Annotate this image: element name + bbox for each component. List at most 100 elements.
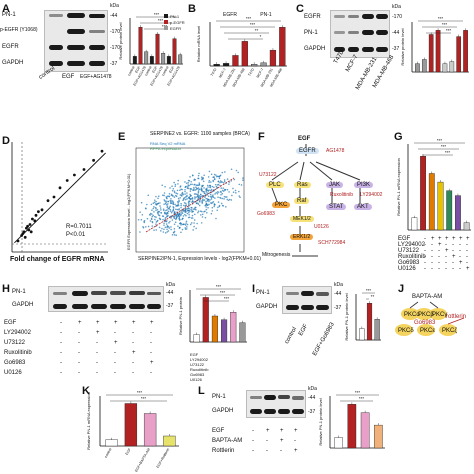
data-point <box>204 204 206 207</box>
data-point <box>58 186 62 190</box>
treatment-mark: - <box>150 370 152 376</box>
bar <box>334 437 343 449</box>
data-point <box>196 222 198 225</box>
data-point <box>167 214 169 217</box>
treat-label: Go6983 <box>398 260 420 266</box>
data-point <box>213 205 216 208</box>
data-point <box>219 197 222 199</box>
data-point <box>189 183 192 186</box>
data-point <box>213 173 216 176</box>
data-point <box>216 192 219 195</box>
data-point <box>201 216 204 218</box>
data-point <box>164 217 167 219</box>
data-point <box>169 205 171 208</box>
treatment-mark: - <box>459 254 461 260</box>
data-point <box>150 218 153 221</box>
band <box>110 304 126 309</box>
bar <box>463 30 468 73</box>
treatment-mark: + <box>78 320 82 326</box>
bar <box>279 27 286 67</box>
treatment-mark: + <box>466 236 470 242</box>
data-point <box>167 203 169 205</box>
data-point <box>198 195 201 197</box>
data-point <box>221 171 224 174</box>
data-point <box>218 204 221 207</box>
data-point <box>182 223 185 226</box>
data-point <box>230 199 233 201</box>
data-point <box>165 223 168 225</box>
data-point <box>195 186 197 188</box>
data-point <box>173 181 175 184</box>
data-point <box>147 194 150 197</box>
data-point <box>217 180 220 183</box>
data-point <box>165 212 167 215</box>
kda-label: kDa <box>392 4 401 10</box>
bar <box>211 315 218 343</box>
data-point <box>170 200 173 202</box>
data-point <box>175 234 178 237</box>
data-point <box>214 178 216 180</box>
data-point <box>147 225 150 228</box>
data-point <box>82 168 86 171</box>
data-point <box>141 213 144 216</box>
data-point <box>167 210 170 213</box>
bar <box>232 55 239 67</box>
node-mitrogenesis: Mitrogenesis <box>262 252 291 258</box>
treatment-mark: - <box>60 350 62 356</box>
treatment-mark: - <box>424 260 426 266</box>
significance-mark: *** <box>224 296 230 301</box>
treatment-mark: + <box>431 236 435 242</box>
data-point <box>161 215 164 217</box>
bar <box>374 319 380 341</box>
data-point <box>176 200 179 203</box>
band <box>278 395 290 399</box>
x-tick-label: EGF+Rottlerin <box>156 447 171 468</box>
row-label: EGFR <box>304 14 321 20</box>
kda-label: kDa <box>334 282 343 288</box>
treatment-mark: - <box>424 248 426 254</box>
data-point <box>160 211 162 214</box>
treat-label: U73122 <box>4 340 26 346</box>
data-point <box>162 231 165 233</box>
data-point <box>225 206 227 208</box>
data-point <box>163 199 166 201</box>
data-point <box>187 207 190 209</box>
data-point <box>170 228 172 231</box>
data-point <box>177 197 180 200</box>
legend-label: U73122 <box>190 362 205 367</box>
data-point <box>235 192 237 194</box>
data-point <box>179 214 182 217</box>
node-erk: ERK1/2 <box>290 234 314 240</box>
data-point <box>149 214 151 216</box>
data-point <box>176 208 179 211</box>
data-point <box>237 171 239 174</box>
significance-mark: *** <box>441 144 447 149</box>
data-point <box>207 186 209 188</box>
data-point <box>194 196 196 198</box>
data-point <box>208 181 210 183</box>
data-point <box>193 208 196 210</box>
y-axis-label: Relative PN-1 mRNA expression <box>86 392 91 450</box>
treatment-mark: - <box>424 254 426 260</box>
data-point <box>234 189 237 192</box>
band <box>376 47 388 52</box>
legend-swatch <box>164 14 168 18</box>
bar <box>178 54 183 65</box>
panel-letter-l: L <box>198 385 205 397</box>
inhibitor-ruxolitinib: Ruxolitinib <box>330 192 354 198</box>
data-point <box>200 214 202 216</box>
bar <box>221 319 228 343</box>
treatment-mark: - <box>60 340 62 346</box>
treatment-mark: + <box>114 320 118 326</box>
band <box>89 14 105 18</box>
chart-c: Relative protein level********* <box>400 16 469 73</box>
data-point <box>230 168 233 171</box>
data-point <box>185 182 188 185</box>
data-point <box>187 185 189 188</box>
treat-label: LY294002 <box>4 330 31 336</box>
data-point <box>172 188 175 190</box>
x-tick-label: EGF <box>151 66 158 74</box>
kda-label: kDa <box>308 386 317 392</box>
data-point <box>185 220 188 223</box>
legend-swatch <box>164 20 168 24</box>
